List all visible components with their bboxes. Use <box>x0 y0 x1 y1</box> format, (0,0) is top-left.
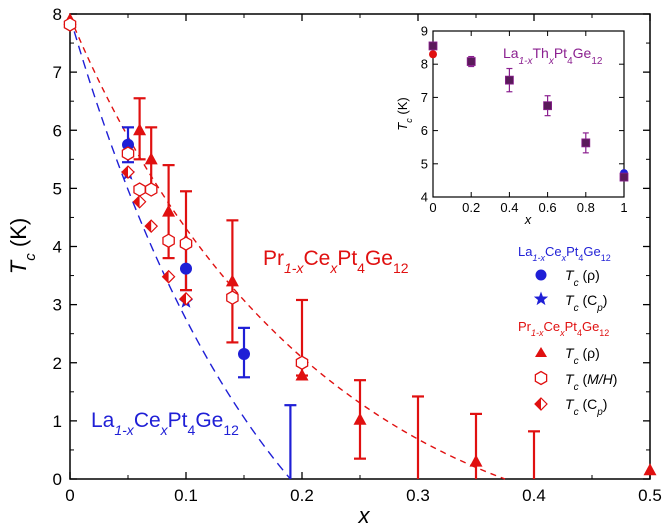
fit-curves <box>69 16 506 480</box>
x-tick-label: 0 <box>65 486 74 505</box>
data-point-triangle <box>133 123 147 136</box>
half-diamond-fill <box>133 195 140 208</box>
inset-x-tick-label: 0.8 <box>577 200 595 215</box>
y-tick-label: 6 <box>53 121 62 140</box>
data-point-half-diamond <box>161 269 176 284</box>
data-point-triangle <box>353 412 367 425</box>
legend-marker-circle <box>535 269 547 281</box>
inset-square-point <box>581 138 591 148</box>
data-point-circle <box>238 348 250 361</box>
data-marks <box>63 12 657 479</box>
inset-square-point <box>428 41 438 51</box>
legend-label-pr-mh: Tc (M/H) <box>565 371 617 393</box>
inset-x-tick-label: 0 <box>429 200 436 215</box>
inset-square-point <box>466 57 476 66</box>
y-tick-label: 5 <box>53 179 62 198</box>
legend-label-la-rho: Tc (ρ) <box>565 267 600 289</box>
x-tick-label: 0.1 <box>174 486 198 505</box>
data-point-triangle <box>162 204 176 217</box>
legend: La1-xCexPt4Ge12 Tc (ρ) Tc (Cp) Pr1-xCexP… <box>518 244 617 418</box>
legend-half-diamond <box>534 397 548 411</box>
inset-axis-ticks: 0 0.2 0.4 0.6 0.8 1 4 5 6 7 8 9 <box>421 24 628 216</box>
y-axis-label: Tc (K) <box>6 218 39 274</box>
data-point-triangle <box>225 274 239 287</box>
data-point-circle <box>180 262 192 275</box>
legend-marker-star <box>533 291 549 306</box>
legend-marker-triangle <box>535 347 547 357</box>
inset-x-tick-label: 0.4 <box>500 200 518 215</box>
data-point-hexagon <box>162 233 175 248</box>
inset-title: La1-xThxPt4Ge12 <box>503 45 603 67</box>
legend-label-la-cp: Tc (Cp) <box>565 292 607 314</box>
legend-label-pr-rho: Tc (ρ) <box>565 345 600 367</box>
inset-square-point <box>619 172 629 182</box>
half-diamond-fill <box>162 270 169 283</box>
data-point-hexagon <box>179 236 193 251</box>
data-point-hexagon <box>144 182 158 197</box>
inset-x-label: x <box>524 212 532 227</box>
x-tick-label: 0.4 <box>522 486 546 505</box>
inset-x-tick-label: 0.2 <box>462 200 480 215</box>
inset-y-tick-label: 4 <box>421 190 428 205</box>
y-tick-label: 0 <box>53 470 62 489</box>
data-point-hexagon <box>63 17 77 32</box>
la-curve-label: La1-xCexPt4Ge12 <box>91 409 239 438</box>
y-tick-label: 1 <box>53 412 62 431</box>
inset-data-marks <box>428 41 629 182</box>
data-point-half-diamond <box>179 291 193 306</box>
x-tick-label: 0.3 <box>406 486 430 505</box>
inset-red-point <box>429 50 437 59</box>
inset-y-tick-label: 7 <box>421 90 428 105</box>
y-label-T: T <box>6 259 31 274</box>
data-point-triangle <box>295 368 309 381</box>
legend-label-pr-cp: Tc (Cp) <box>565 396 607 418</box>
fit-curve-la-fit <box>69 16 291 480</box>
inset-y-tick-label: 6 <box>421 123 428 138</box>
inset-x-tick-label: 0.6 <box>539 200 557 215</box>
inset-y-tick-label: 9 <box>421 24 428 39</box>
y-tick-label: 3 <box>53 296 62 315</box>
data-point-half-diamond <box>121 165 135 179</box>
half-diamond-fill <box>180 292 186 305</box>
data-point-hexagon <box>133 182 146 197</box>
y-label-sub: c <box>22 253 39 261</box>
inset-y-label: Tc (K) <box>395 97 414 130</box>
data-point-hexagon <box>226 290 239 305</box>
y-tick-label: 7 <box>53 63 62 82</box>
half-diamond-fill <box>535 398 541 410</box>
half-diamond-fill <box>145 220 152 233</box>
y-label-unit: (K) <box>6 218 31 253</box>
data-point-hexagon <box>295 355 309 371</box>
inset-y-tick-label: 5 <box>421 156 428 171</box>
data-point-half-diamond <box>144 219 159 234</box>
main-plot: 0 0.1 0.2 0.3 0.4 0.5 0 1 2 3 4 5 6 7 8 <box>53 5 662 505</box>
data-point-hexagon <box>121 146 135 161</box>
x-tick-label: 0.2 <box>290 486 314 505</box>
legend-title-la: La1-xCexPt4Ge12 <box>518 244 611 263</box>
data-point-triangle <box>469 454 483 467</box>
inset-square-point <box>543 101 552 111</box>
inset-plot: 0 0.2 0.4 0.6 0.8 1 4 5 6 7 8 9 La1-xThxPt4Ge12 x T… <box>395 24 629 227</box>
data-point-triangle <box>643 463 657 476</box>
legend-marker-hexagon <box>534 370 548 386</box>
pr-curve-label: Pr1-xCexPt4Ge12 <box>263 247 409 276</box>
y-tick-label: 8 <box>53 5 62 24</box>
legend-title-pr: Pr1-xCexPt4Ge12 <box>518 319 609 338</box>
inset-y-tick-label: 8 <box>421 57 428 72</box>
x-axis-label: x <box>358 503 371 528</box>
inset-square-point <box>504 75 514 85</box>
x-tick-label: 0.5 <box>638 486 662 505</box>
legend-marker-half-diamond <box>534 397 548 411</box>
inset-x-tick-label: 1 <box>620 200 627 215</box>
half-diamond-fill <box>122 166 128 179</box>
data-point-circle <box>122 138 134 151</box>
y-tick-label: 4 <box>53 238 62 257</box>
data-point-half-diamond <box>132 194 147 209</box>
data-point-triangle <box>144 152 158 165</box>
inset-frame <box>432 30 625 198</box>
y-tick-label: 2 <box>53 354 62 373</box>
